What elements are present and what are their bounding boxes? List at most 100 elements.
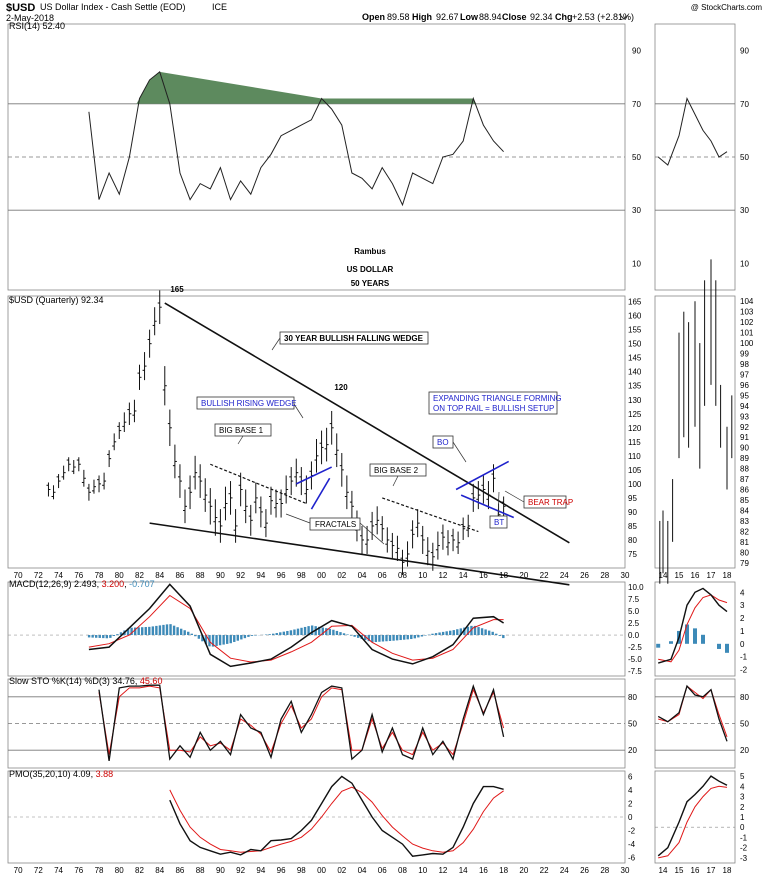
macd-histogram-bar [477, 627, 480, 636]
ohlc-high-label: High [412, 12, 432, 22]
pmo-legend-signal: 3.88 [96, 769, 114, 779]
falling-wedge-leader [271, 337, 281, 351]
price-bar [405, 541, 410, 567]
price-bar [319, 430, 324, 465]
price-bar [274, 489, 279, 518]
pmo-zoom-ytick: 4 [740, 782, 745, 791]
macd-histogram-bar [215, 635, 218, 646]
macd-histogram-bar [222, 635, 225, 645]
rsi-legend-label: RSI(14) [9, 21, 40, 31]
price-ytick: 75 [628, 550, 637, 559]
macd-histogram-bar [94, 635, 98, 638]
macd-histogram-bar [431, 633, 434, 636]
macd-signal-line [88, 594, 504, 663]
instrument-name: US Dollar Index - Cash Settle (EOD) [40, 2, 186, 12]
price-bar [425, 537, 430, 566]
macd-histogram-bar [225, 635, 229, 644]
macd-histogram-bar [406, 635, 409, 640]
price-xtick: 24 [560, 571, 569, 580]
pmo-ytick: -6 [628, 854, 636, 863]
exchange-label: ICE [212, 2, 227, 12]
macd-histogram-bar [268, 634, 271, 636]
pmo-ytick: 2 [628, 799, 633, 808]
macd-zoom-histogram-bar [725, 643, 729, 653]
price-zoom-ytick: 80 [740, 548, 749, 557]
rising-wedge-upper [295, 466, 333, 485]
price-legend: $USD (Quarterly) 92.34 [9, 295, 104, 305]
pmo-ytick: 0 [628, 813, 633, 822]
macd-histogram-bar [148, 626, 151, 636]
price-xtick: 88 [196, 571, 205, 580]
fractals-box [309, 517, 361, 531]
price-ytick: 135 [628, 382, 642, 391]
macd-histogram-bar [438, 632, 441, 636]
rsi-panel [8, 71, 735, 211]
macd-histogram-bar [165, 624, 169, 636]
macd-histogram-bar [190, 633, 193, 636]
price-zoom-ytick: 91 [740, 433, 749, 442]
price-xtick: 22 [540, 571, 549, 580]
macd-histogram-bar [254, 635, 257, 636]
bottom-xtick: 74 [54, 866, 63, 875]
macd-histogram-bar [119, 632, 123, 636]
rising-wedge-box [196, 396, 295, 410]
macd-zoom-ytick: 2 [740, 614, 745, 623]
ohlc-open-label: Open [362, 12, 385, 22]
macd-histogram-bar [282, 631, 286, 636]
bottom-xtick: 92 [236, 866, 245, 875]
price-bar [213, 499, 218, 536]
axis-labels: 1030507090103050709075808590951001051101… [14, 47, 754, 875]
sto-ytick: 80 [628, 693, 637, 702]
fractals-leader-1 [359, 522, 385, 545]
macd-histogram-bar [279, 632, 282, 636]
falling-wedge-lower [149, 522, 570, 586]
pmo-zoom-frame [654, 770, 736, 864]
price-bar [157, 290, 162, 325]
bottom-xtick: 82 [135, 866, 144, 875]
big-base-1-leader [237, 435, 244, 445]
macd-histogram-bar [495, 633, 498, 636]
ohlc-close: 92.34 [530, 12, 553, 22]
price-bar [137, 364, 142, 390]
bottom-xtick: 14 [459, 866, 468, 875]
macd-histogram-bar [480, 628, 484, 636]
price-bar [243, 489, 248, 524]
macd-histogram-bar [325, 628, 328, 636]
price-bar [223, 486, 228, 521]
pmo-zoom-ytick: 0 [740, 823, 745, 832]
price-bar [385, 527, 390, 553]
macd-panel [8, 583, 729, 668]
price-bar [289, 467, 294, 496]
ohlc-chg-label: Chg [555, 12, 573, 22]
pmo-ytick: 6 [628, 772, 633, 781]
macd-legend-value: 2.493 [74, 579, 97, 589]
macd-histogram-bar [229, 635, 232, 644]
bottom-xtick: 84 [155, 866, 164, 875]
price-xtick: 02 [337, 571, 346, 580]
price-ytick: 125 [628, 410, 642, 419]
price-bar [122, 412, 127, 432]
macd-histogram-bar [250, 635, 254, 636]
price-bar [430, 542, 435, 571]
price-zoom-ytick: 100 [740, 339, 754, 348]
macd-histogram-bar [109, 635, 112, 638]
price-bar [294, 458, 299, 487]
fractals-leader-2 [285, 513, 311, 524]
macd-legend-hist: -0.707 [129, 579, 155, 589]
macd-histogram-bar [137, 627, 140, 636]
macd-histogram-bar [303, 626, 307, 636]
zoom-bottom-xtick: 14 [659, 866, 668, 875]
chevron-down-icon[interactable] [619, 14, 629, 20]
price-bar [127, 402, 132, 425]
price-zoom-ytick: 93 [740, 412, 749, 421]
macd-histogram-bar [399, 635, 402, 641]
price-xtick: 82 [135, 571, 144, 580]
rsi-zoom-ytick: 30 [740, 206, 749, 215]
price-bar [253, 482, 258, 514]
zoom-bottom-xtick: 17 [707, 866, 716, 875]
bear-trap-leader [504, 490, 525, 503]
pmo-zoom-signal [658, 785, 728, 859]
price-bar [476, 481, 481, 510]
price-xtick: 92 [236, 571, 245, 580]
big-base-1-neckline [210, 463, 307, 505]
